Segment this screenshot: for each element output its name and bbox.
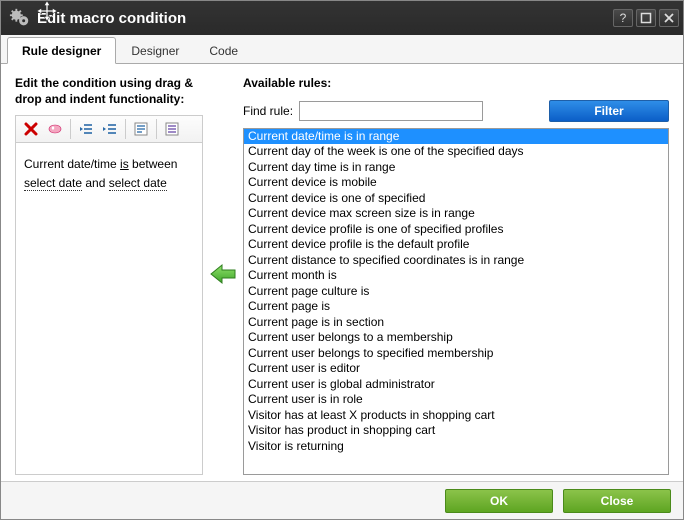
toolbar-separator <box>125 119 126 139</box>
rule-item[interactable]: Current device is mobile <box>244 175 668 191</box>
find-rule-label: Find rule: <box>243 104 293 118</box>
rule-item[interactable]: Current page culture is <box>244 284 668 300</box>
dialog-window: Edit macro condition ? Rule designerDesi… <box>0 0 684 520</box>
close-button[interactable] <box>659 9 679 27</box>
rule-item[interactable]: Current user is global administrator <box>244 377 668 393</box>
select-date-1[interactable]: select date <box>24 176 82 191</box>
tab-code[interactable]: Code <box>194 37 253 63</box>
arrow-left-icon[interactable] <box>209 263 237 288</box>
move-icon[interactable] <box>36 0 58 22</box>
condition-text: Current date/time is between select date… <box>24 157 177 191</box>
rule-item[interactable]: Visitor has product in shopping cart <box>244 423 668 439</box>
rule-item[interactable]: Current device is one of specified <box>244 191 668 207</box>
rule-item[interactable]: Current month is <box>244 268 668 284</box>
condition-area[interactable]: Current date/time is between select date… <box>15 143 203 475</box>
clear-button[interactable] <box>44 118 66 140</box>
tab-strip: Rule designerDesignerCode <box>1 35 683 64</box>
title-bar: Edit macro condition ? <box>1 1 683 35</box>
filter-button[interactable]: Filter <box>549 100 669 122</box>
indent-button[interactable] <box>99 118 121 140</box>
rule-item[interactable]: Visitor is returning <box>244 439 668 455</box>
close-dialog-button[interactable]: Close <box>563 489 671 513</box>
filter-row: Find rule: Filter <box>243 100 669 122</box>
ok-button[interactable]: OK <box>445 489 553 513</box>
outdent-button[interactable] <box>75 118 97 140</box>
window-buttons: ? <box>613 9 679 27</box>
app-icon <box>9 7 31 29</box>
tab-designer[interactable]: Designer <box>116 37 194 63</box>
rule-item[interactable]: Current user is in role <box>244 392 668 408</box>
tab-rule-designer[interactable]: Rule designer <box>7 37 116 64</box>
rule-item[interactable]: Current date/time is in range <box>244 129 668 145</box>
rule-item[interactable]: Visitor has at least X products in shopp… <box>244 408 668 424</box>
rule-item[interactable]: Current page is in section <box>244 315 668 331</box>
rule-item[interactable]: Current user is editor <box>244 361 668 377</box>
rule-item[interactable]: Current device profile is the default pr… <box>244 237 668 253</box>
add-rule-arrow-area <box>203 76 243 475</box>
view-code-button[interactable] <box>161 118 183 140</box>
dialog-footer: OK Close <box>1 481 683 519</box>
select-date-2[interactable]: select date <box>109 176 167 191</box>
rule-item[interactable]: Current device profile is one of specifi… <box>244 222 668 238</box>
rule-item[interactable]: Current day of the week is one of the sp… <box>244 144 668 160</box>
verb-link[interactable]: is <box>120 157 129 171</box>
rule-item[interactable]: Current page is <box>244 299 668 315</box>
find-rule-input[interactable] <box>299 101 483 121</box>
rule-item[interactable]: Current distance to specified coordinate… <box>244 253 668 269</box>
rule-item[interactable]: Current day time is in range <box>244 160 668 176</box>
rule-item[interactable]: Current user belongs to a membership <box>244 330 668 346</box>
rules-list[interactable]: Current date/time is in rangeCurrent day… <box>243 128 669 475</box>
left-heading: Edit the condition using drag & drop and… <box>15 76 203 107</box>
view-text-button[interactable] <box>130 118 152 140</box>
delete-button[interactable] <box>20 118 42 140</box>
dialog-body: Edit the condition using drag & drop and… <box>1 64 683 481</box>
maximize-button[interactable] <box>636 9 656 27</box>
toolbar-separator <box>70 119 71 139</box>
condition-toolbar <box>15 115 203 143</box>
right-heading: Available rules: <box>243 76 669 92</box>
right-panel: Available rules: Find rule: Filter Curre… <box>243 76 669 475</box>
toolbar-separator <box>156 119 157 139</box>
help-button[interactable]: ? <box>613 9 633 27</box>
dialog-title: Edit macro condition <box>37 10 613 27</box>
left-panel: Edit the condition using drag & drop and… <box>15 76 203 475</box>
rule-item[interactable]: Current device max screen size is in ran… <box>244 206 668 222</box>
rule-item[interactable]: Current user belongs to specified member… <box>244 346 668 362</box>
